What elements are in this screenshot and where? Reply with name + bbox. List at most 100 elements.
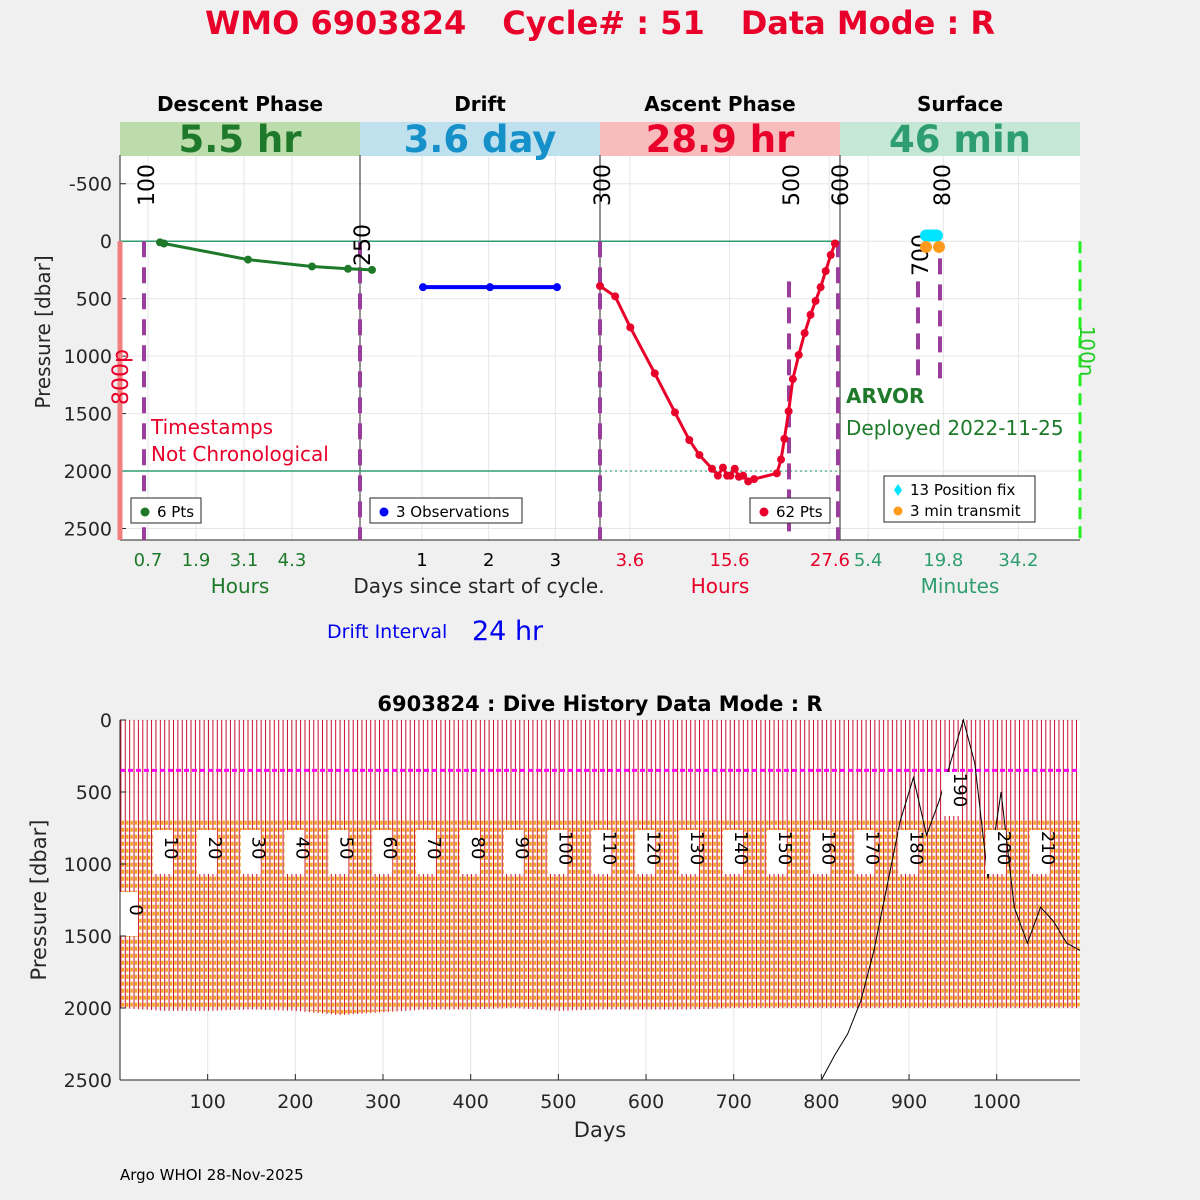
series-point <box>344 264 352 273</box>
cycle-number-label: 110 <box>598 831 619 865</box>
drift-interval-value: 24 hr <box>472 616 544 647</box>
cycle-number-label: 90 <box>511 837 532 860</box>
series-point <box>626 323 635 332</box>
bottom-y-tick-label: 0 <box>100 710 112 732</box>
cycle-number-label: 210 <box>1037 831 1058 865</box>
legend-box: 3 Observations <box>369 497 523 524</box>
cycle-label-bg <box>547 830 568 874</box>
cycle-label-bg <box>372 830 393 874</box>
top-y-tick-label: 2000 <box>64 461 112 483</box>
legend-text: 62 Pts <box>776 503 823 521</box>
series-point <box>816 283 825 292</box>
bottom-x-axis-label: Days <box>574 1118 626 1142</box>
deployed-label: Deployed 2022-11-25 <box>846 416 1064 440</box>
phase-x-tick-label: 1.9 <box>182 550 211 571</box>
cycle-number-label: 70 <box>423 837 444 860</box>
cycle-label-bg <box>153 830 174 874</box>
top-y-tick-label: 1000 <box>64 346 112 368</box>
series-point <box>739 471 748 480</box>
cycle-number-label: 60 <box>379 837 400 860</box>
series-point <box>811 296 820 305</box>
phase-duration-3: 46 min <box>889 118 1031 161</box>
phase-x-tick-label: 19.8 <box>923 550 963 571</box>
series-point <box>708 464 716 473</box>
cycle-number-label: 200 <box>993 831 1014 865</box>
phase-series <box>156 229 945 486</box>
series-point <box>553 283 561 292</box>
series-point <box>596 282 604 291</box>
series-point <box>772 469 781 478</box>
cycle-number-label: 10 <box>160 837 181 860</box>
top-y-axis-label: Pressure [dbar] <box>31 255 55 408</box>
phase-band-1 <box>360 122 600 156</box>
series-point <box>794 350 803 359</box>
series-point <box>695 450 704 459</box>
legend-marker <box>379 507 389 517</box>
series-point <box>685 436 694 445</box>
top-y-tick-label: 1500 <box>64 404 112 426</box>
right-green-label: 100n <box>1075 326 1099 377</box>
dive-history-chart: 0 10 20 30 40 50 60 70 80 90 100 110 120 130 140 150 160… <box>27 692 1081 1142</box>
series-point <box>368 265 376 274</box>
figure-title: WMO 6903824 Cycle# : 51 Data Mode : R <box>205 4 995 42</box>
bottom-y-axis-label: Pressure [dbar] <box>27 820 51 981</box>
legend-box: 62 Pts <box>749 497 831 524</box>
drift-interval-label: Drift Interval <box>327 621 447 643</box>
cycle-label-bg <box>196 830 217 874</box>
position-fix-point <box>931 229 943 242</box>
cycle-label-bg <box>679 830 700 874</box>
bottom-x-tick-label: 1000 <box>973 1091 1021 1113</box>
cycle-label-bg <box>635 830 656 874</box>
marker-label: 800 <box>931 164 956 206</box>
phase-band-2 <box>600 122 840 156</box>
cycle-number-label: 100 <box>555 831 576 865</box>
phase-duration-2: 28.9 hr <box>646 118 796 161</box>
phase-unit-label-3: Minutes <box>921 574 1000 598</box>
legend-text: 3 Observations <box>396 503 510 521</box>
cycle-label-bg <box>240 830 261 874</box>
bottom-y-tick-label: 2000 <box>64 998 112 1020</box>
series-point <box>784 407 793 416</box>
series-point <box>750 475 759 484</box>
cycle-label-bg <box>328 830 349 874</box>
phase-x-tick-label: 3 <box>550 550 561 571</box>
series-point <box>777 455 786 464</box>
bottom-y-tick-label: 2500 <box>64 1070 112 1092</box>
legend-text: 13 Position fix <box>910 481 1015 499</box>
phase-x-tick-label: 0.7 <box>134 550 163 571</box>
series-point <box>821 267 830 276</box>
top-y-tick-label: 500 <box>76 289 112 311</box>
legend-marker <box>759 507 769 517</box>
bottom-x-tick-label: 200 <box>277 1091 313 1113</box>
phase-band-0 <box>120 122 360 156</box>
top-y-tick-label: 0 <box>100 231 112 253</box>
phase-name-2: Ascent Phase <box>644 92 795 116</box>
top-y-tick-label: 2500 <box>64 519 112 541</box>
bottom-axes: 100 200 300 400 500 600 700 800 900 1000050010001… <box>64 710 1080 1113</box>
cycle-number-label: 20 <box>204 837 225 860</box>
marker-label: 100 <box>135 164 160 206</box>
legend-text: 3 min transmit <box>910 502 1021 520</box>
cycle-number-labels: 0 10 20 30 40 50 60 70 80 90 100 110 120 130 140 150 160… <box>118 772 1058 936</box>
legend-frame <box>369 497 523 524</box>
legend-frame <box>883 475 1036 523</box>
transmit-point <box>920 240 932 253</box>
top-x-axis: 0.7 1.9 3.1 4.3 Hours 1 2 3 3.6 15.6 27.6 Hours 5.4 1… <box>120 539 1080 598</box>
series-point <box>800 329 809 338</box>
phase-x-tick-label: 34.2 <box>998 550 1038 571</box>
cycle-label-bg <box>591 830 612 874</box>
bottom-x-tick-label: 800 <box>803 1091 839 1113</box>
cycle-label-bg <box>985 830 1006 874</box>
cycle-number-label: 170 <box>861 831 882 865</box>
phase-name-1: Drift <box>454 92 506 116</box>
legend-marker <box>893 506 903 516</box>
cycle-label-bg <box>766 830 787 874</box>
series-point <box>670 408 679 417</box>
phase-x-tick-label: 2 <box>483 550 494 571</box>
cycle-number-label: 0 <box>125 904 146 915</box>
top-y-tick-label: -500 <box>69 174 112 196</box>
bottom-x-tick-label: 100 <box>190 1091 226 1113</box>
cycle-number-label: 190 <box>949 773 970 807</box>
series-point <box>160 239 168 248</box>
